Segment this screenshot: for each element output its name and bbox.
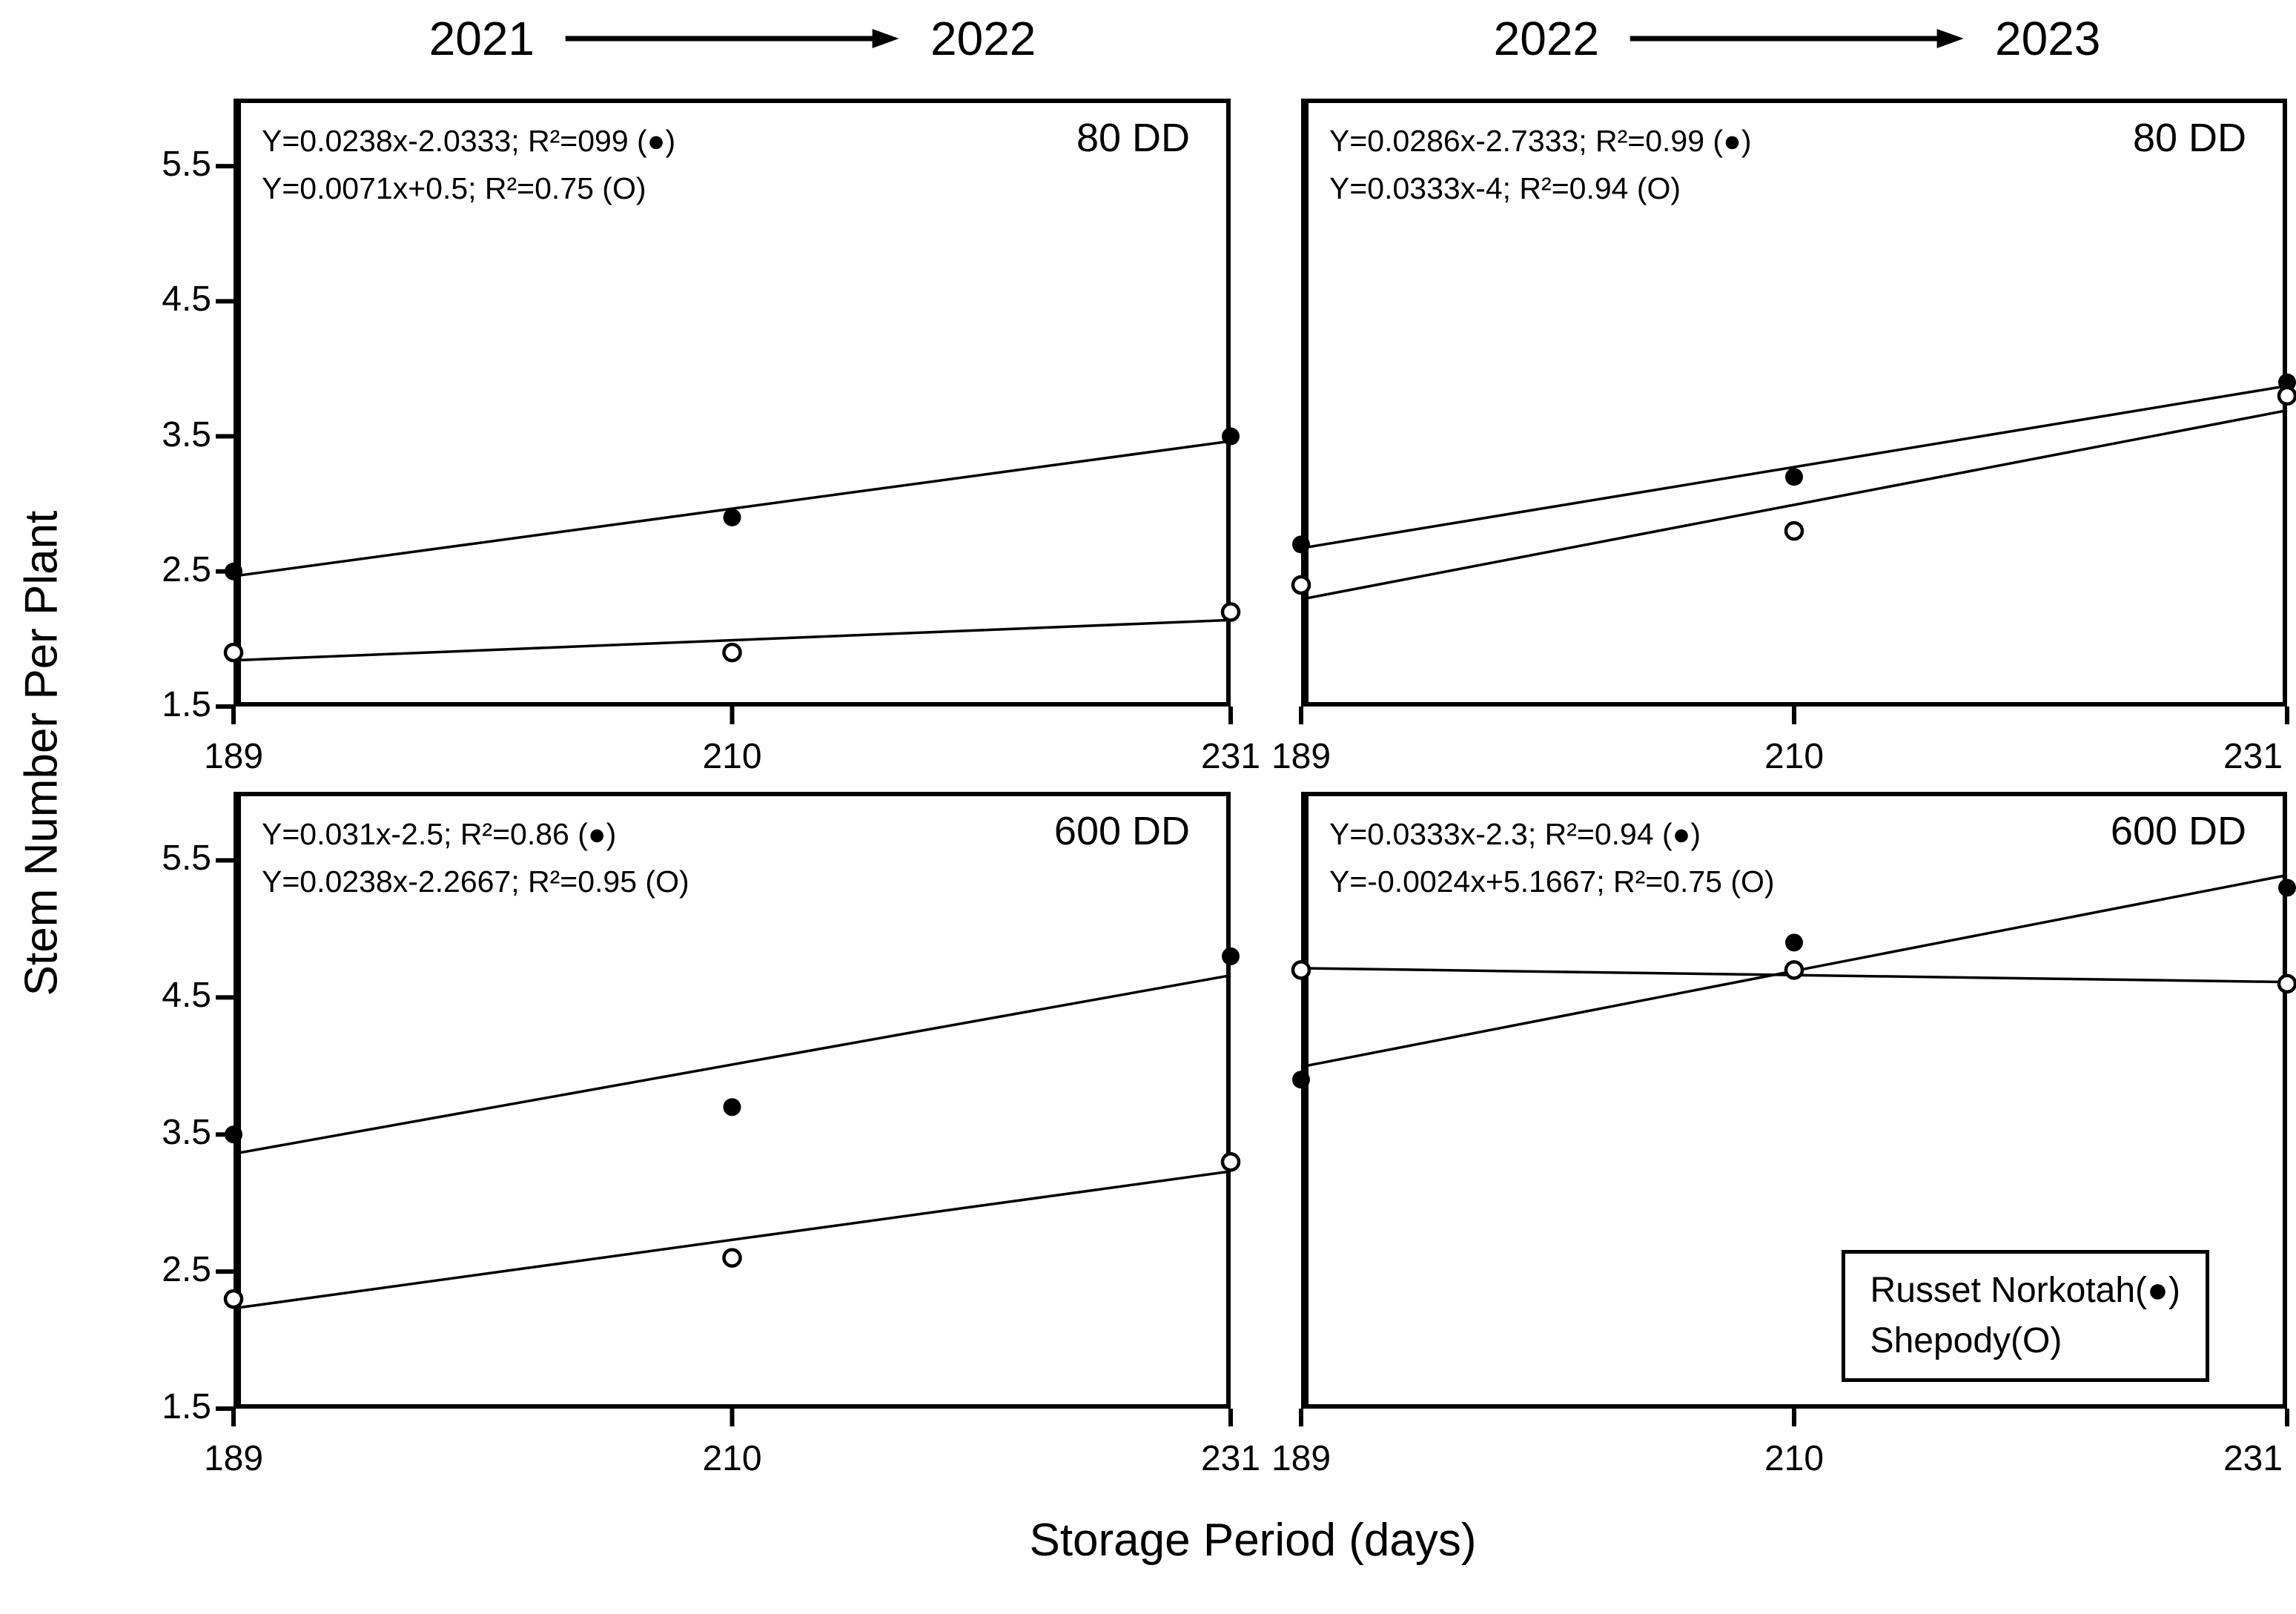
legend-box: Russet Norkotah(●) Shepody(O) <box>1841 1249 2209 1382</box>
legend-item-shepody: Shepody(O) <box>1870 1320 2062 1360</box>
x-tick-label: 189 <box>1271 1439 1331 1478</box>
year-to: 2022 <box>930 12 1036 65</box>
y-axis-label: Stem Number Per Plant <box>16 510 67 996</box>
plot-area <box>1291 792 2296 1426</box>
equation-shepody: Y=0.0333x-4; R²=0.94 (O) <box>1329 171 1681 205</box>
equation-shepody: Y=-0.0024x+5.1667; R²=0.75 (O) <box>1329 864 1775 899</box>
y-tick-label: 3.5 <box>162 414 211 454</box>
x-axis-label: Storage Period (days) <box>1029 1515 1477 1566</box>
regression-equations: Y=0.0238x-2.0333; R²=099 (●) Y=0.0071x+0… <box>262 118 675 212</box>
arrow-right-icon <box>566 29 899 48</box>
column-title-left: 2021 2022 <box>429 9 1036 68</box>
plot-area <box>1291 99 2296 724</box>
x-tick-label: 189 <box>1271 737 1331 776</box>
x-tick-label: 231 <box>2223 1439 2283 1478</box>
x-tick-label: 189 <box>203 737 264 776</box>
treatment-label: 600 DD <box>2110 809 2246 853</box>
y-tick-label: 2.5 <box>162 1250 211 1290</box>
plot-panel-2021-2022-80dd: Y=0.0238x-2.0333; R²=099 (●) Y=0.0071x+0… <box>162 99 1260 776</box>
x-tick-label: 210 <box>1764 1439 1824 1478</box>
plot-panel-2021-2022-600dd: Y=0.031x-2.5; R²=0.86 (●) Y=0.0238x-2.26… <box>162 792 1260 1478</box>
y-tick-label: 1.5 <box>162 685 211 724</box>
plot-area <box>216 99 1241 724</box>
y-tick-label: 4.5 <box>162 280 211 320</box>
plot-area <box>216 792 1241 1426</box>
y-tick-label: 1.5 <box>162 1387 211 1426</box>
year-from: 2021 <box>429 12 535 65</box>
y-tick-label: 5.5 <box>162 839 211 879</box>
y-tick-label: 3.5 <box>162 1113 211 1153</box>
equation-shepody: Y=0.0071x+0.5; R²=0.75 (O) <box>262 171 646 205</box>
treatment-label: 600 DD <box>1053 809 1190 853</box>
plot-panel-2022-2023-80dd: Y=0.0286x-2.7333; R²=0.99 (●) Y=0.0333x-… <box>1271 99 2296 776</box>
column-title-right: 2022 2023 <box>1494 9 2101 68</box>
equation-russet-norkotah: Y=0.0286x-2.7333; R²=0.99 (●) <box>1329 124 1752 158</box>
treatment-label: 80 DD <box>2132 116 2246 160</box>
equation-shepody: Y=0.0238x-2.2667; R²=0.95 (O) <box>262 864 689 899</box>
legend-item-russet-norkotah: Russet Norkotah(●) <box>1870 1270 2180 1310</box>
plot-panel-2022-2023-600dd: Y=0.0333x-2.3; R²=0.94 (●) Y=-0.0024x+5.… <box>1271 792 2296 1478</box>
y-tick-label: 2.5 <box>162 549 211 589</box>
y-tick-label: 4.5 <box>162 976 211 1016</box>
arrow-right-icon <box>1630 29 1964 48</box>
x-tick-label: 189 <box>203 1439 264 1478</box>
equation-russet-norkotah: Y=0.0238x-2.0333; R²=099 (●) <box>262 124 676 158</box>
x-tick-label: 231 <box>2223 737 2283 776</box>
year-to: 2023 <box>1995 12 2101 65</box>
x-tick-label: 210 <box>702 1439 762 1478</box>
equation-russet-norkotah: Y=0.031x-2.5; R²=0.86 (●) <box>262 817 617 851</box>
x-tick-label: 231 <box>1200 1439 1261 1478</box>
equation-russet-norkotah: Y=0.0333x-2.3; R²=0.94 (●) <box>1329 817 1701 851</box>
y-tick-label: 5.5 <box>162 145 211 185</box>
regression-equations: Y=0.031x-2.5; R²=0.86 (●) Y=0.0238x-2.26… <box>262 811 689 905</box>
regression-equations: Y=0.0286x-2.7333; R²=0.99 (●) Y=0.0333x-… <box>1329 118 1752 212</box>
x-tick-label: 210 <box>702 737 762 776</box>
x-tick-label: 231 <box>1200 737 1261 776</box>
regression-equations: Y=0.0333x-2.3; R²=0.94 (●) Y=-0.0024x+5.… <box>1329 811 1775 905</box>
treatment-label: 80 DD <box>1076 116 1190 160</box>
x-tick-label: 210 <box>1764 737 1824 776</box>
year-from: 2022 <box>1493 12 1599 65</box>
